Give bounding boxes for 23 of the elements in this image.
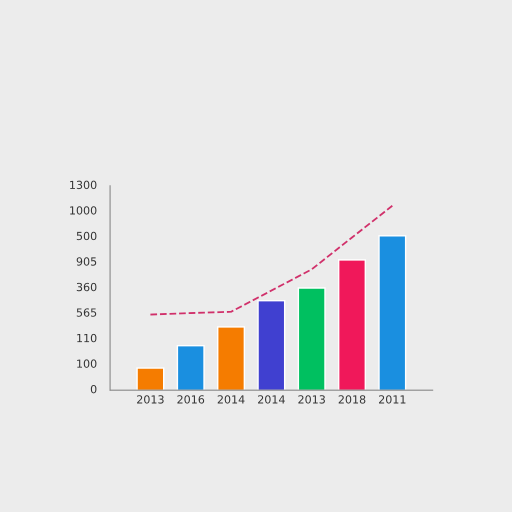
text: 565 [76,308,96,317]
x-tick-label: 2011 [378,395,406,404]
text: 360 [76,282,96,292]
bar [217,326,246,390]
x-tick-label: 2014 [258,395,285,404]
x-tick-label: 2014 [218,395,245,404]
text: 500 [76,232,96,240]
bar [136,367,164,390]
text: 1000 [70,206,96,215]
bar [176,345,205,390]
x-tick-label: 2013 [137,395,164,404]
x-tick-label: 2016 [177,395,204,404]
x-tick-label: 2013 [298,395,325,404]
bar [378,235,406,390]
text: 0 [90,384,96,394]
text: 1300 [70,180,96,190]
bar [338,259,366,390]
text: 110 [77,334,96,342]
text: 100 [77,359,96,368]
x-tick-label: 2018 [338,395,366,404]
text: 905 [76,257,96,266]
bar [257,300,286,390]
bar [298,287,326,390]
